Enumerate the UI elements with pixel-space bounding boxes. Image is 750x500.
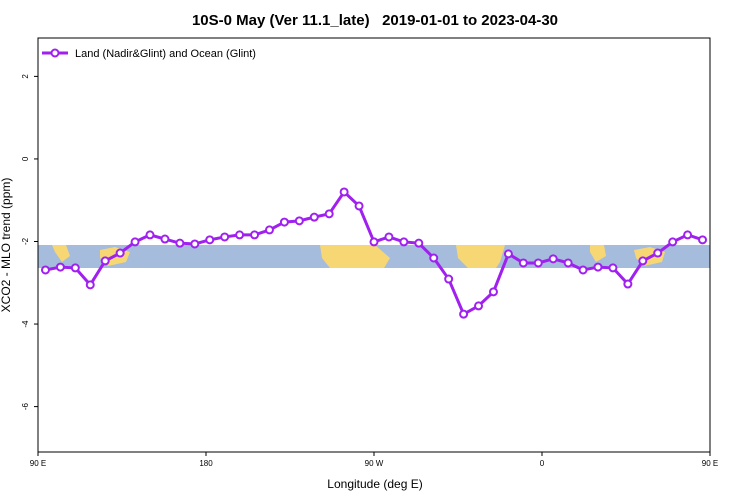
legend-label: Land (Nadir&Glint) and Ocean (Glint) [75, 48, 256, 60]
map-land [320, 245, 390, 268]
point [324, 209, 334, 219]
point [145, 230, 155, 240]
y-tick-label: -6 [21, 402, 30, 410]
y-tick-label: 0 [21, 156, 30, 161]
point [623, 279, 633, 289]
point [683, 230, 693, 240]
point [474, 301, 484, 311]
point [593, 262, 603, 272]
point [100, 256, 110, 266]
point [70, 263, 80, 273]
map-land [456, 245, 505, 268]
point [459, 309, 469, 319]
point [115, 248, 125, 258]
point [264, 225, 274, 235]
point [235, 230, 245, 240]
chart-title: 10S-0 May (Ver 11.1_late) 2019-01-01 to … [192, 12, 558, 29]
y-tick-label: -2 [21, 237, 30, 245]
point [399, 237, 409, 247]
map-land [590, 245, 606, 262]
y-axis-label: XCO2 - MLO trend (ppm) [0, 178, 13, 313]
point [444, 274, 454, 284]
point [160, 234, 170, 244]
point [414, 238, 424, 248]
point [85, 280, 95, 290]
legend-marker [50, 48, 60, 58]
point [488, 287, 498, 297]
map-land [52, 245, 70, 262]
point [429, 253, 439, 263]
point [220, 232, 230, 242]
x-tick-label: 90 E [702, 459, 718, 468]
point [533, 258, 543, 268]
point [294, 216, 304, 226]
point [608, 263, 618, 273]
point [698, 235, 708, 245]
x-tick-label: 90 E [30, 459, 46, 468]
point [563, 258, 573, 268]
point [369, 237, 379, 247]
point [354, 201, 364, 211]
point [518, 258, 528, 268]
x-tick-label: 180 [199, 459, 213, 468]
point [40, 265, 50, 275]
map-strip [38, 245, 710, 268]
point [175, 238, 185, 248]
point [578, 265, 588, 275]
point [250, 230, 260, 240]
point [548, 254, 558, 264]
point [55, 262, 65, 272]
point [205, 235, 215, 245]
y-tick-label: -4 [21, 320, 30, 328]
x-tick-label: 90 W [365, 459, 384, 468]
point [190, 239, 200, 249]
point [309, 212, 319, 222]
point [668, 237, 678, 247]
point [638, 256, 648, 266]
point [384, 232, 394, 242]
point [130, 237, 140, 247]
point [653, 248, 663, 258]
x-tick-label: 0 [540, 459, 545, 468]
y-tick-label: 2 [21, 74, 30, 79]
x-axis-label: Longitude (deg E) [327, 477, 422, 491]
point [503, 249, 513, 259]
point [279, 217, 289, 227]
point [339, 187, 349, 197]
